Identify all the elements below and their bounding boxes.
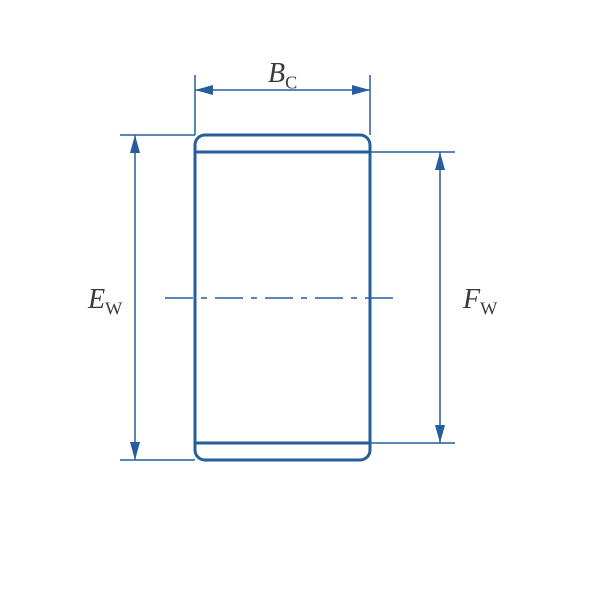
label-fw-sub: W [480,299,497,319]
label-bc-main: B [268,58,285,89]
label-fw: FW [463,286,497,318]
label-bc-sub: C [285,73,297,93]
label-bc: BC [268,60,297,92]
label-ew-sub: W [105,299,122,319]
label-ew-main: E [88,284,105,315]
label-ew: EW [88,286,122,318]
label-fw-main: F [463,284,480,315]
